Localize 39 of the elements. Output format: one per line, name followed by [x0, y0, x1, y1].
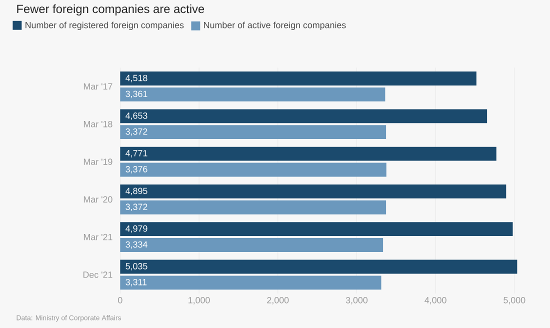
bar: [120, 124, 386, 139]
bar: [120, 87, 386, 102]
bar: [120, 162, 386, 177]
y-tick-label: Mar '18: [84, 120, 112, 128]
data-label: 4,895: [126, 188, 148, 195]
data-label: 3,372: [126, 128, 148, 136]
data-label: 3,361: [126, 90, 148, 98]
data-label: 3,334: [126, 241, 148, 249]
bar: [120, 200, 386, 214]
x-tick-label: 2,000: [267, 296, 289, 304]
bar: [120, 222, 513, 236]
y-tick-label: Mar '20: [84, 196, 112, 202]
y-tick-label: Mar '21: [84, 234, 112, 240]
data-label: 3,311: [126, 278, 147, 286]
data-label: 4,653: [126, 112, 148, 120]
chart-title: Fewer foreign companies are active: [17, 4, 204, 16]
data-label: 4,771: [126, 150, 148, 158]
x-tick-label: 1,000: [188, 296, 210, 304]
data-label: 5,035: [126, 262, 148, 270]
legend-label: Number of active foreign companies: [204, 22, 346, 30]
data-label: 4,979: [126, 225, 148, 233]
bar: [120, 184, 506, 198]
y-tick-label: Mar '17: [84, 83, 112, 90]
bar: [120, 276, 382, 290]
bar: [120, 238, 384, 252]
x-tick-label: 3,000: [346, 296, 368, 304]
x-tick-label: 5,000: [504, 296, 526, 304]
data-label: 3,376: [126, 166, 148, 174]
data-label: 3,372: [126, 204, 148, 211]
y-tick-label: Dec '21: [83, 271, 112, 278]
y-tick-label: Mar '19: [84, 158, 112, 165]
data-label: 4,518: [126, 74, 148, 82]
x-tick-label: 4,000: [424, 296, 446, 304]
bar: [120, 260, 518, 274]
bar: [120, 109, 488, 123]
bar: [120, 71, 476, 86]
legend-label: Number of registered foreign companies: [26, 22, 184, 30]
bar: [120, 146, 496, 161]
x-tick-label: 0: [118, 296, 122, 304]
